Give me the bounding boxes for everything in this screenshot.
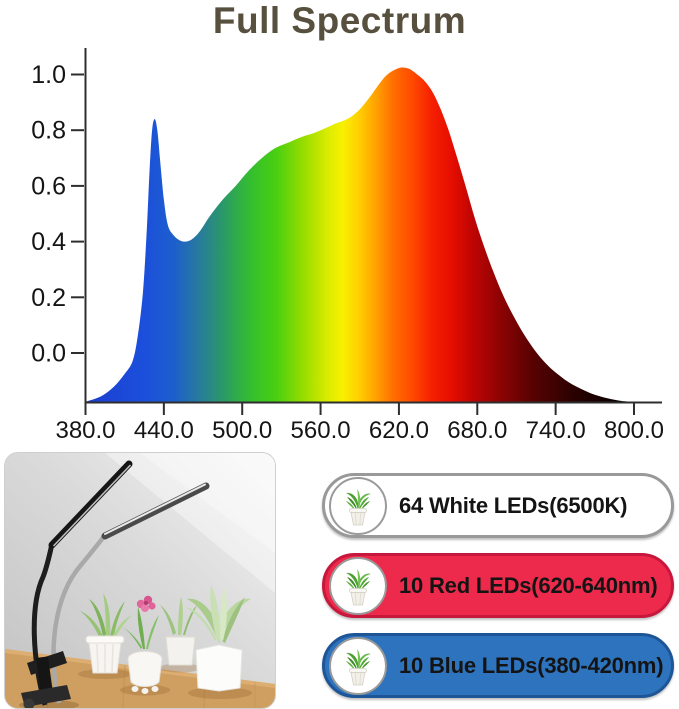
x-tick-label: 560.0 <box>291 417 351 444</box>
y-tick-label: 0.0 <box>31 340 66 368</box>
badge-red-leds: 10 Red LEDs(620-640nm) <box>322 553 674 618</box>
y-axis-ticks: 0.0 0.2 0.4 0.6 0.8 1.0 <box>31 61 84 368</box>
lamp-head <box>48 460 133 549</box>
x-tick-label: 740.0 <box>526 417 586 444</box>
potted-plant-icon <box>338 564 378 608</box>
y-tick-label: 0.8 <box>31 117 66 145</box>
x-axis-ticks: 380.0 440.0 500.0 560.0 620.0 680.0 740.0 800.0 <box>55 403 664 444</box>
badge-label: 10 Blue LEDs(380-420nm) <box>399 652 664 678</box>
potted-plant-aloe <box>80 593 132 674</box>
badge-label: 64 White LEDs(6500K) <box>399 492 628 518</box>
potted-plant-flower <box>122 595 163 694</box>
badge-white-leds: 64 White LEDs(6500K) <box>322 473 674 538</box>
x-tick-label: 800.0 <box>604 417 664 444</box>
potted-plant-grass <box>160 597 197 666</box>
badge-blue-leds: 10 Blue LEDs(380-420nm) <box>322 633 674 698</box>
grow-light-photo-scene <box>5 453 275 708</box>
x-tick-label: 440.0 <box>134 417 194 444</box>
shadow <box>78 669 132 679</box>
badge-plant-circle <box>329 636 387 695</box>
spectrum-chart: 0.0 0.2 0.4 0.6 0.8 1.0 380.0 440.0 500.0 560.0 6… <box>31 48 664 444</box>
y-tick-label: 0.2 <box>31 284 66 312</box>
light-beam <box>105 453 275 593</box>
y-tick-label: 0.4 <box>31 228 66 256</box>
badge-label: 10 Red LEDs(620-640nm) <box>399 572 658 598</box>
x-tick-label: 500.0 <box>212 417 272 444</box>
grow-light-lamp <box>21 460 210 708</box>
spectrum-curve <box>85 67 634 402</box>
page-title: Full Spectrum <box>212 0 467 41</box>
badge-plant-circle <box>329 476 387 535</box>
y-tick-label: 1.0 <box>31 61 66 89</box>
potted-plant-icon <box>338 644 378 688</box>
badge-plant-circle <box>329 556 387 615</box>
y-tick-label: 0.6 <box>31 172 66 200</box>
x-tick-label: 620.0 <box>369 417 429 444</box>
potted-plant-succulent <box>185 585 251 692</box>
lamp-head <box>101 482 210 540</box>
grow-light-photo <box>4 452 276 709</box>
x-tick-label: 380.0 <box>55 417 115 444</box>
clip-clamp <box>21 651 71 708</box>
led-spec-badges: 64 White LEDs(6500K) 10 Red LEDs(620-640… <box>322 473 674 709</box>
potted-plant-icon <box>338 484 378 528</box>
x-tick-label: 680.0 <box>447 417 507 444</box>
